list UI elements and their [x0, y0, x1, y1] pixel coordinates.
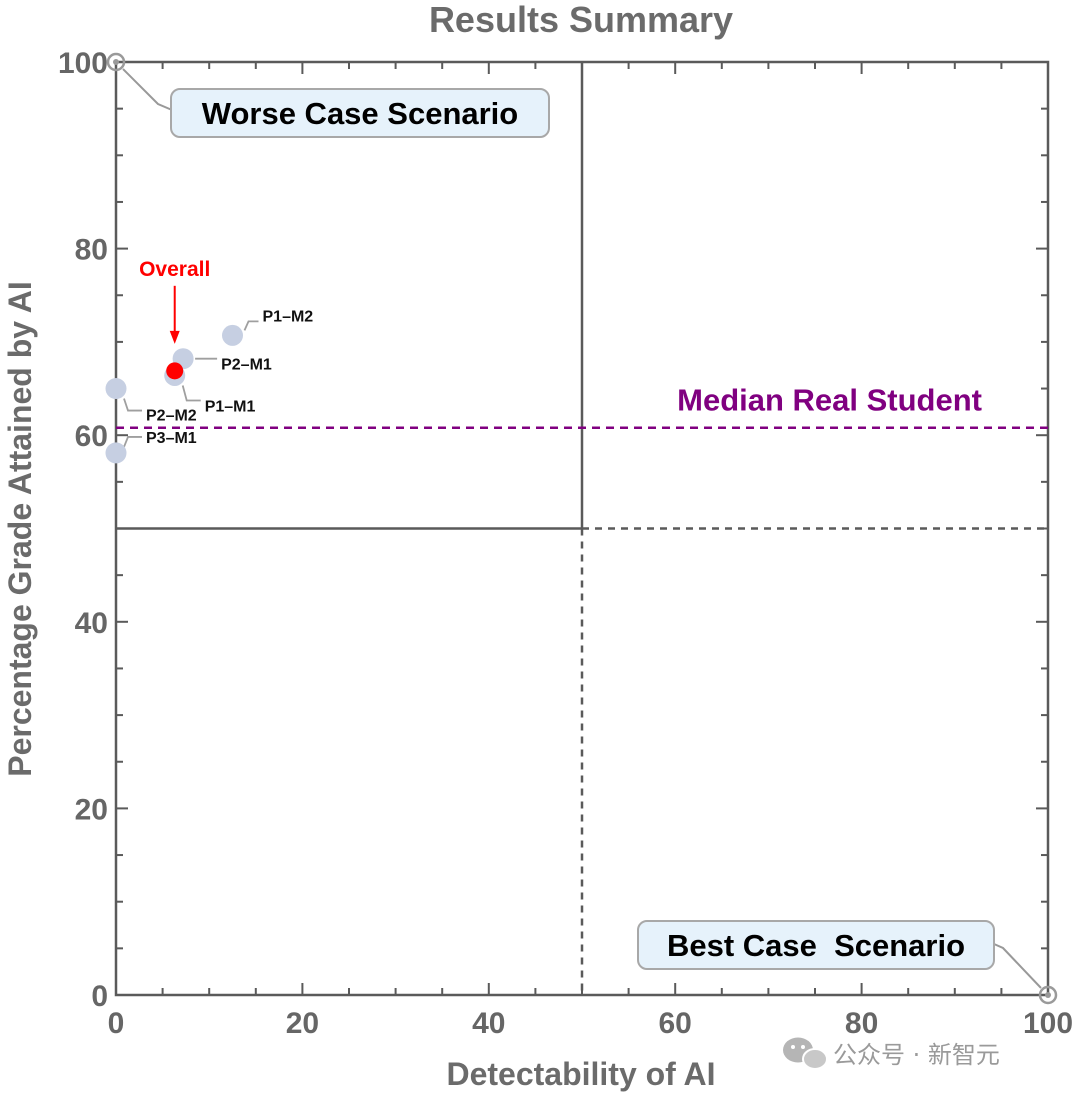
overall-label: Overall	[139, 258, 210, 281]
callout-marker	[106, 52, 126, 72]
quadrant-lines	[116, 62, 1048, 995]
best-case-callout-label: Best Case Scenario	[667, 928, 965, 963]
data-point-label: P1–M1	[205, 398, 256, 415]
x-axis-label: Detectability of AI	[446, 1056, 715, 1092]
y-tick-label: 60	[75, 420, 108, 453]
data-point	[105, 442, 127, 464]
y-tick-label: 20	[75, 793, 108, 826]
overall-arrow-head	[169, 330, 180, 344]
point-leader-line	[181, 385, 201, 402]
x-tick-label: 40	[472, 1007, 505, 1040]
overall-point	[166, 362, 184, 380]
y-tick-label: 0	[91, 980, 108, 1013]
data-point-label: P3–M1	[146, 430, 197, 447]
watermark-text: 公众号 · 新智元	[833, 1041, 1000, 1069]
y-tick-label: 80	[75, 234, 108, 267]
point-leader-line	[123, 436, 142, 448]
overall-group: Overall	[139, 258, 210, 380]
y-axis-label: Percentage Grade Attained by AI	[2, 281, 38, 777]
data-point	[222, 324, 243, 346]
point-leader-line	[243, 320, 259, 331]
callouts: Worse Case Scenario Best Case Scenario	[106, 52, 1058, 1005]
worse-case-callout-box	[170, 88, 550, 138]
callout-marker-dot	[1045, 992, 1051, 998]
best-case-callout-box	[637, 920, 995, 970]
tick-labels: 0 20 40 60 80 100 0 20 40 60 80 100	[58, 47, 1073, 1040]
x-tick-label: 80	[845, 1007, 878, 1040]
worse-case-callout-label: Worse Case Scenario	[202, 96, 518, 131]
data-point	[105, 378, 127, 400]
x-tick-label: 0	[108, 1007, 125, 1040]
watermark: 公众号 · 新智元	[783, 1037, 1000, 1070]
callout-connector	[122, 68, 173, 111]
median-line-label: Median Real Student	[677, 383, 982, 418]
point-leader-line	[123, 398, 142, 412]
callout-marker	[1038, 985, 1058, 1005]
callout-marker-dot	[113, 59, 119, 65]
data-point-label: P1–M2	[263, 308, 314, 325]
axis-ticks	[115, 61, 1049, 996]
y-tick-label: 40	[75, 607, 108, 640]
x-tick-label: 20	[286, 1007, 319, 1040]
data-point-label: P2–M1	[221, 357, 272, 374]
x-tick-label: 100	[1023, 1007, 1073, 1040]
data-point-label: P2–M2	[146, 408, 197, 425]
wechat-icon	[783, 1037, 828, 1070]
callout-connector	[993, 943, 1042, 989]
median-line-group: Median Real Student	[116, 383, 1048, 429]
y-tick-label: 100	[58, 47, 108, 80]
chart-title: Results Summary	[429, 0, 733, 40]
data-points: P1–M2 P2–M1 P1–M1 P2–M2 P3–M1	[105, 308, 314, 464]
x-tick-label: 60	[659, 1007, 692, 1040]
